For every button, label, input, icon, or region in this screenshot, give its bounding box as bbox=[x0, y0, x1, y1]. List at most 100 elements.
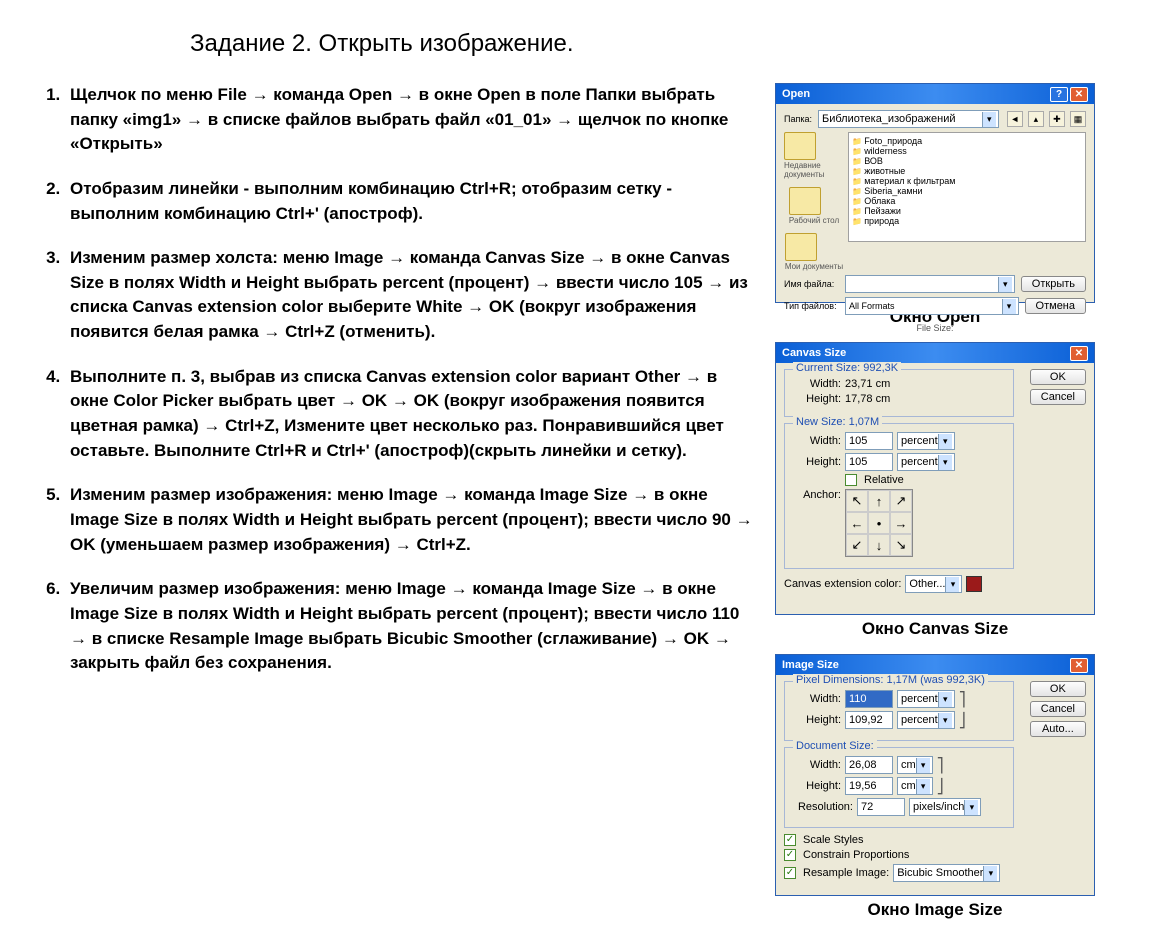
newfolder-icon[interactable]: ✚ bbox=[1049, 111, 1065, 127]
resolution-input[interactable]: 72 bbox=[857, 798, 905, 816]
canvas-size-dialog: Canvas Size ✕ OK Cancel Current Size: 99… bbox=[775, 342, 1095, 615]
extension-color-combo[interactable]: Other... bbox=[905, 575, 962, 593]
step-3: Изменим размер холста: меню Image → кома… bbox=[65, 246, 760, 345]
doc-height-unit[interactable]: cm bbox=[897, 777, 933, 795]
filename-label: Имя файла: bbox=[784, 279, 839, 289]
open-dialog: Open ? ✕ Папка: Библиотека_изображений ◄… bbox=[775, 83, 1095, 303]
step-4: Выполните п. 3, выбрав из списка Canvas … bbox=[65, 365, 760, 464]
folder-combo[interactable]: Библиотека_изображений bbox=[818, 110, 999, 128]
instructions-column: Щелчок по меню File → команда Open → в о… bbox=[20, 83, 760, 920]
chain-icon: ⎦ bbox=[959, 712, 966, 729]
current-height-value: 17,78 cm bbox=[845, 393, 890, 405]
relative-checkbox[interactable] bbox=[845, 474, 857, 486]
file-item[interactable]: животные bbox=[852, 166, 1082, 176]
open-dialog-title: Open bbox=[782, 88, 810, 100]
constrain-checkbox[interactable] bbox=[784, 849, 796, 861]
views-icon[interactable]: ▦ bbox=[1070, 111, 1086, 127]
open-places-bar: Недавние документы Рабочий стол Мои доку… bbox=[784, 132, 844, 271]
chain-icon: ⎤ bbox=[959, 691, 966, 708]
close-icon[interactable]: ✕ bbox=[1070, 658, 1088, 673]
chain-icon: ⎤ bbox=[937, 757, 944, 774]
resample-combo[interactable]: Bicubic Smoother bbox=[893, 864, 1000, 882]
doc-width-input[interactable]: 26,08 bbox=[845, 756, 893, 774]
image-size-dialog: Image Size ✕ OK Cancel Auto... Pixel Dim… bbox=[775, 654, 1095, 896]
places-item[interactable]: Недавние документы bbox=[784, 132, 844, 179]
relative-label: Relative bbox=[864, 474, 904, 486]
current-width-label: Width: bbox=[793, 378, 841, 390]
image-dialog-title: Image Size bbox=[782, 659, 839, 671]
file-item[interactable]: Siberia_камни bbox=[852, 186, 1082, 196]
new-size-legend: New Size: 1,07M bbox=[793, 416, 882, 428]
folder-label: Папка: bbox=[784, 114, 812, 124]
doc-height-input[interactable]: 19,56 bbox=[845, 777, 893, 795]
cancel-button[interactable]: Cancel bbox=[1030, 701, 1086, 717]
auto-button[interactable]: Auto... bbox=[1030, 721, 1086, 737]
places-item[interactable]: Рабочий стол bbox=[789, 187, 839, 225]
canvas-caption: Окно Canvas Size bbox=[775, 619, 1095, 639]
file-item[interactable]: Облака bbox=[852, 196, 1082, 206]
doc-height-label: Height: bbox=[793, 780, 841, 792]
resample-label: Resample Image: bbox=[803, 867, 889, 879]
file-item[interactable]: природа bbox=[852, 216, 1082, 226]
file-item[interactable]: wilderness bbox=[852, 146, 1082, 156]
close-icon[interactable]: ✕ bbox=[1070, 346, 1088, 361]
screenshots-column: Open ? ✕ Папка: Библиотека_изображений ◄… bbox=[775, 83, 1095, 920]
file-list[interactable]: Foto_природа wilderness ВОВ животные мат… bbox=[848, 132, 1086, 242]
extension-color-label: Canvas extension color: bbox=[784, 578, 901, 590]
close-icon[interactable]: ✕ bbox=[1070, 87, 1088, 102]
pixel-height-unit[interactable]: percent bbox=[897, 711, 955, 729]
pixel-height-input[interactable]: 109,92 bbox=[845, 711, 893, 729]
current-height-label: Height: bbox=[793, 393, 841, 405]
help-icon[interactable]: ? bbox=[1050, 87, 1068, 102]
step-1: Щелчок по меню File → команда Open → в о… bbox=[65, 83, 760, 157]
cancel-button[interactable]: Отмена bbox=[1025, 298, 1086, 314]
constrain-label: Constrain Proportions bbox=[803, 849, 909, 861]
anchor-label: Anchor: bbox=[793, 489, 841, 501]
step-2: Отобразим линейки - выполним комбинацию … bbox=[65, 177, 760, 226]
filename-input[interactable] bbox=[845, 275, 1015, 293]
file-item[interactable]: Пейзажи bbox=[852, 206, 1082, 216]
canvas-dialog-title: Canvas Size bbox=[782, 347, 846, 359]
width-input[interactable]: 105 bbox=[845, 432, 893, 450]
file-item[interactable]: материал к фильтрам bbox=[852, 176, 1082, 186]
doc-width-label: Width: bbox=[793, 759, 841, 771]
scale-styles-checkbox[interactable] bbox=[784, 834, 796, 846]
pixel-dim-legend: Pixel Dimensions: 1,17M (was 992,3K) bbox=[793, 674, 988, 686]
current-width-value: 23,71 cm bbox=[845, 378, 890, 390]
height-label: Height: bbox=[793, 456, 841, 468]
open-toolbar: ◄ ▴ ✚ ▦ bbox=[1005, 111, 1086, 127]
step-5: Изменим размер изображения: меню Image →… bbox=[65, 483, 760, 557]
pixel-width-input[interactable]: 110 bbox=[845, 690, 893, 708]
file-size-label: File Size: bbox=[784, 323, 1086, 333]
resample-checkbox[interactable] bbox=[784, 867, 796, 879]
open-button[interactable]: Открыть bbox=[1021, 276, 1086, 292]
extension-color-swatch[interactable] bbox=[966, 576, 982, 592]
pixel-height-label: Height: bbox=[793, 714, 841, 726]
doc-size-legend: Document Size: bbox=[793, 740, 877, 752]
image-caption: Окно Image Size bbox=[775, 900, 1095, 920]
back-icon[interactable]: ◄ bbox=[1007, 111, 1023, 127]
places-item[interactable]: Мои документы bbox=[785, 233, 843, 271]
scale-styles-label: Scale Styles bbox=[803, 834, 864, 846]
anchor-grid[interactable]: ↖↑↗ ←•→ ↙↓↘ bbox=[845, 489, 913, 557]
filetype-combo[interactable]: All Formats bbox=[845, 297, 1019, 315]
height-input[interactable]: 105 bbox=[845, 453, 893, 471]
current-size-legend: Current Size: 992,3K bbox=[793, 362, 901, 374]
resolution-unit[interactable]: pixels/inch bbox=[909, 798, 981, 816]
width-label: Width: bbox=[793, 435, 841, 447]
step-6: Увеличим размер изображения: меню Image … bbox=[65, 577, 760, 676]
file-item[interactable]: Foto_природа bbox=[852, 136, 1082, 146]
ok-button[interactable]: OK bbox=[1030, 369, 1086, 385]
up-icon[interactable]: ▴ bbox=[1028, 111, 1044, 127]
file-item[interactable]: ВОВ bbox=[852, 156, 1082, 166]
filetype-label: Тип файлов: bbox=[784, 301, 839, 311]
height-unit-combo[interactable]: percent bbox=[897, 453, 955, 471]
ok-button[interactable]: OK bbox=[1030, 681, 1086, 697]
page-title: Задание 2. Открыть изображение. bbox=[190, 30, 1130, 58]
resolution-label: Resolution: bbox=[793, 801, 853, 813]
width-unit-combo[interactable]: percent bbox=[897, 432, 955, 450]
chain-icon: ⎦ bbox=[937, 778, 944, 795]
pixel-width-unit[interactable]: percent bbox=[897, 690, 955, 708]
cancel-button[interactable]: Cancel bbox=[1030, 389, 1086, 405]
doc-width-unit[interactable]: cm bbox=[897, 756, 933, 774]
